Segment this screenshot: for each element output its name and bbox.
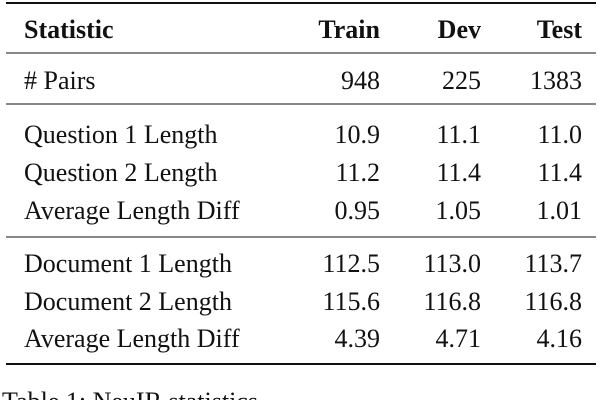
cell: 4.16 (537, 324, 583, 353)
cell: 116.8 (423, 287, 481, 316)
row-label: Average Length Diff (24, 324, 240, 353)
cell: 1.01 (537, 196, 583, 225)
cell: 1383 (530, 66, 582, 95)
cell: 948 (341, 66, 380, 95)
row-label: # Pairs (24, 66, 96, 95)
header-cell: Test (537, 15, 583, 44)
caption: Table 1: NeuIR statistics (2, 387, 258, 400)
cell: 225 (442, 66, 481, 95)
header-cell: Train (318, 15, 380, 44)
header-cell: Dev (438, 15, 481, 44)
cell: 112.5 (322, 249, 380, 278)
cell: 10.9 (335, 120, 381, 149)
cell: 4.39 (335, 324, 381, 353)
cell: 1.05 (436, 196, 482, 225)
cell: 115.6 (322, 287, 380, 316)
cell: 113.0 (423, 249, 481, 278)
cell: 116.8 (524, 287, 582, 316)
cell: 4.71 (436, 324, 482, 353)
cell: 11.2 (335, 158, 380, 187)
row-label: Document 2 Length (24, 287, 232, 316)
row-label: Document 1 Length (24, 249, 232, 278)
row-label: Question 1 Length (24, 120, 218, 149)
cell: 11.1 (436, 120, 481, 149)
cell: 11.0 (537, 120, 582, 149)
row-label: Average Length Diff (24, 196, 240, 225)
cell: 11.4 (537, 158, 582, 187)
row-label: Question 2 Length (24, 158, 218, 187)
cell: 0.95 (335, 196, 381, 225)
cell: 113.7 (524, 249, 582, 278)
header-cell: Statistic (24, 15, 114, 44)
cell: 11.4 (436, 158, 481, 187)
